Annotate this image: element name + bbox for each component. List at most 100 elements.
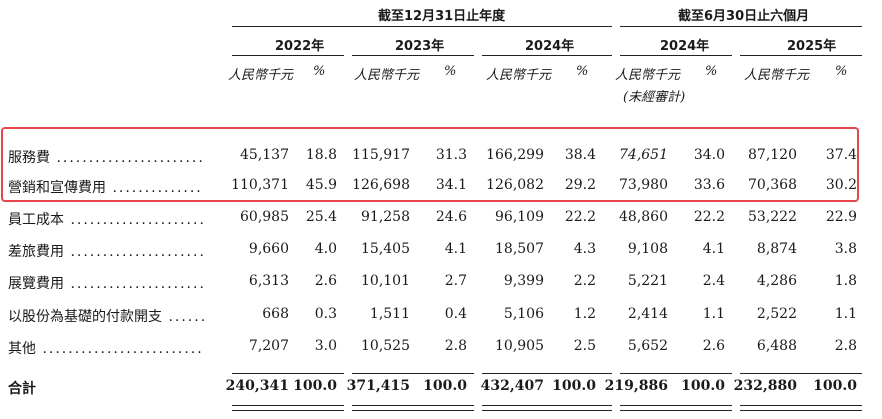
table-cell: 24.6 — [435, 209, 467, 225]
total-cell: 240,341 — [225, 378, 289, 394]
table-cell: 2,414 — [627, 306, 668, 322]
rule-2022 — [232, 55, 344, 56]
dot-leader: ........................................… — [70, 276, 204, 292]
table-cell: 668 — [262, 306, 289, 322]
table-cell: 2.4 — [702, 273, 725, 289]
unit-pct-2024-h1: % — [705, 64, 718, 79]
table-cell: 115,917 — [352, 147, 410, 163]
row-label: 差旅費用 ...................................… — [8, 241, 204, 261]
rule-total-double-2024 — [482, 405, 612, 411]
table-cell: 30.2 — [825, 177, 857, 193]
unit-pct-2024: % — [576, 64, 589, 79]
rule-total-double-2022 — [232, 405, 344, 411]
dot-leader: ........................................… — [168, 309, 204, 325]
unaudited-note: (未經審計) — [623, 90, 686, 105]
dot-leader: ........................................… — [70, 212, 204, 228]
year-2024: 2024年 — [525, 39, 575, 54]
total-cell: 100.0 — [552, 378, 596, 394]
table-cell: 70,368 — [748, 177, 797, 193]
year-2022: 2022年 — [275, 39, 325, 54]
unit-amount-2023: 人民幣千元 — [354, 68, 420, 83]
table-cell: 15,405 — [361, 241, 410, 257]
rule-2024 — [482, 55, 612, 56]
row-label: 員工成本 ...................................… — [8, 209, 204, 229]
rule-total-top-2025-h1 — [740, 373, 862, 374]
table-cell: 33.6 — [693, 177, 725, 193]
table-cell: 4.0 — [314, 241, 337, 257]
dot-leader: ........................................… — [42, 341, 204, 357]
total-cell: 100.0 — [293, 378, 337, 394]
unit-pct-2025-h1: % — [835, 64, 848, 79]
table-cell: 37.4 — [825, 147, 857, 163]
unit-amount-2024: 人民幣千元 — [486, 68, 552, 83]
table-cell: 53,222 — [748, 209, 797, 225]
year-2023: 2023年 — [395, 39, 445, 54]
table-cell: 6,313 — [248, 273, 289, 289]
table-cell: 1.2 — [573, 306, 596, 322]
table-cell: 25.4 — [305, 209, 337, 225]
table-cell: 60,985 — [240, 209, 289, 225]
header-group-half: 截至6月30日止六個月 — [678, 9, 810, 24]
table-cell: 22.9 — [825, 209, 857, 225]
table-cell: 166,299 — [486, 147, 544, 163]
row-label: 服務費 ....................................… — [8, 147, 204, 167]
row-label: 展覽費用 ...................................… — [8, 273, 204, 293]
table-cell: 0.4 — [444, 306, 467, 322]
table-cell: 126,698 — [352, 177, 410, 193]
table-cell: 18.8 — [305, 147, 337, 163]
table-cell: 10,525 — [361, 338, 410, 354]
rule-total-top-2024-h1 — [620, 373, 732, 374]
table-cell: 87,120 — [748, 147, 797, 163]
table-cell: 1.8 — [834, 273, 857, 289]
year-2025-h1: 2025年 — [787, 39, 837, 54]
table-cell: 48,860 — [619, 209, 668, 225]
row-label: 營銷和宣傳費用 ................................… — [8, 177, 204, 197]
row-label: 其他 .....................................… — [8, 338, 204, 358]
table-cell: 38.4 — [564, 147, 596, 163]
table-cell: 6,488 — [756, 338, 797, 354]
row-label: 以股份為基礎的付款開支 ............................… — [8, 306, 204, 326]
rule-total-top-2023 — [352, 373, 474, 374]
table-cell: 4,286 — [756, 273, 797, 289]
rule-total-top-2024 — [482, 373, 612, 374]
table-cell: 5,106 — [503, 306, 544, 322]
table-cell: 2.6 — [702, 338, 725, 354]
table-cell: 2.5 — [573, 338, 596, 354]
table-cell: 3.0 — [314, 338, 337, 354]
table-cell: 45.9 — [305, 177, 337, 193]
total-cell: 100.0 — [423, 378, 467, 394]
table-cell: 4.1 — [702, 241, 725, 257]
table-cell: 1,511 — [369, 306, 410, 322]
year-2024-h1: 2024年 — [660, 39, 710, 54]
total-cell: 100.0 — [813, 378, 857, 394]
table-cell: 7,207 — [248, 338, 289, 354]
total-cell: 371,415 — [346, 378, 410, 394]
rule-total-double-2024-h1 — [620, 405, 732, 411]
table-cell: 91,258 — [361, 209, 410, 225]
rule-group-half — [620, 26, 862, 27]
table-cell: 96,109 — [495, 209, 544, 225]
table-cell: 0.3 — [314, 306, 337, 322]
table-cell: 9,108 — [627, 241, 668, 257]
table-cell: 5,652 — [627, 338, 668, 354]
highlight-box — [1, 127, 859, 202]
dot-leader: ........................................… — [112, 180, 204, 196]
table-cell: 126,082 — [486, 177, 544, 193]
table-cell: 2.2 — [573, 273, 596, 289]
total-cell: 219,886 — [604, 378, 668, 394]
table-cell: 2,522 — [756, 306, 797, 322]
table-cell: 34.1 — [435, 177, 467, 193]
unit-amount-2024-h1: 人民幣千元 — [615, 68, 681, 83]
rule-group-year — [232, 26, 612, 27]
table-cell: 9,660 — [248, 241, 289, 257]
unit-pct-2022: % — [313, 64, 326, 79]
table-cell: 4.1 — [444, 241, 467, 257]
table-cell: 22.2 — [564, 209, 596, 225]
table-cell: 45,137 — [240, 147, 289, 163]
table-cell: 3.8 — [834, 241, 857, 257]
rule-2025-h1 — [740, 55, 862, 56]
table-cell: 2.8 — [444, 338, 467, 354]
table-cell: 1.1 — [702, 306, 725, 322]
total-cell: 432,407 — [480, 378, 544, 394]
table-cell: 74,651 — [619, 147, 668, 163]
